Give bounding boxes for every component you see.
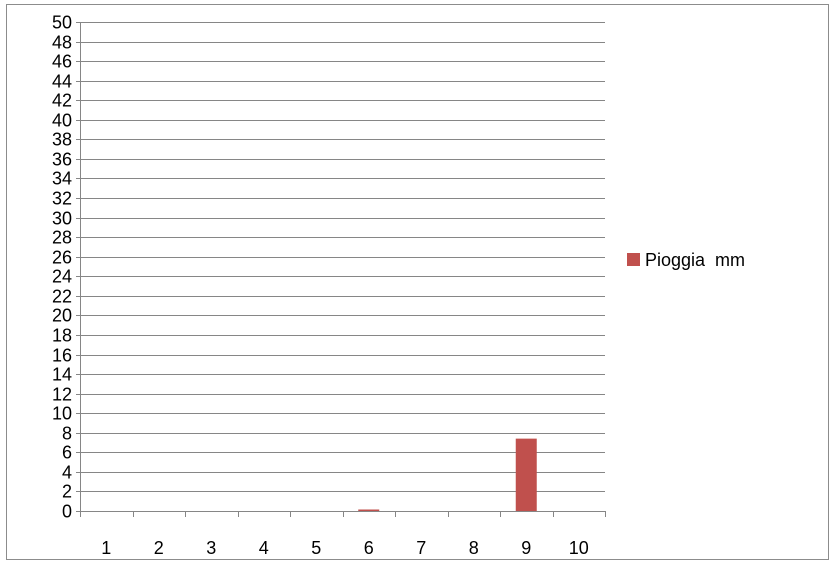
bars xyxy=(358,438,537,511)
x-tick-label-3: 3 xyxy=(206,538,216,558)
y-tick-label-38: 38 xyxy=(52,130,72,150)
y-tick-label-32: 32 xyxy=(52,189,72,209)
x-tick-label-10: 10 xyxy=(569,538,589,558)
x-tick-label-1: 1 xyxy=(101,538,111,558)
legend: Pioggia mm xyxy=(627,250,745,270)
x-tick-label-4: 4 xyxy=(259,538,269,558)
y-tick-label-2: 2 xyxy=(62,482,72,502)
y-tick-label-26: 26 xyxy=(52,248,72,268)
x-tick-label-9: 9 xyxy=(521,538,531,558)
y-tick-labels: 0246810121416182022242628303234363840424… xyxy=(52,13,72,522)
bar-6 xyxy=(358,509,380,511)
y-tick-label-0: 0 xyxy=(62,502,72,522)
x-tick-label-7: 7 xyxy=(416,538,426,558)
x-tick-label-2: 2 xyxy=(154,538,164,558)
y-tick-label-50: 50 xyxy=(52,13,72,33)
y-tick-label-42: 42 xyxy=(52,91,72,111)
y-tick-label-6: 6 xyxy=(62,443,72,463)
y-tick-label-48: 48 xyxy=(52,33,72,53)
y-tick-label-46: 46 xyxy=(52,52,72,72)
x-tick-label-6: 6 xyxy=(364,538,374,558)
axes xyxy=(76,22,606,517)
x-tick-labels: 1 2 3 4 5 6 7 8 9 10 xyxy=(101,538,589,558)
y-tick-label-28: 28 xyxy=(52,228,72,248)
bar-9 xyxy=(515,438,537,511)
y-tick-label-16: 16 xyxy=(52,346,72,366)
y-tick-label-12: 12 xyxy=(52,385,72,405)
x-tick-label-8: 8 xyxy=(469,538,479,558)
y-tick-label-10: 10 xyxy=(52,404,72,424)
y-tick-label-14: 14 xyxy=(52,365,72,385)
x-tick-label-5: 5 xyxy=(311,538,321,558)
y-tick-label-20: 20 xyxy=(52,306,72,326)
y-tick-label-44: 44 xyxy=(52,72,72,92)
gridlines xyxy=(76,22,605,492)
y-tick-label-30: 30 xyxy=(52,209,72,229)
y-tick-label-4: 4 xyxy=(62,463,72,483)
legend-label-pioggia: Pioggia mm xyxy=(645,250,745,270)
y-tick-label-34: 34 xyxy=(52,169,72,189)
legend-swatch xyxy=(627,253,640,266)
y-tick-label-8: 8 xyxy=(62,424,72,444)
y-tick-label-24: 24 xyxy=(52,267,72,287)
y-tick-label-36: 36 xyxy=(52,150,72,170)
chart-frame xyxy=(6,4,829,560)
y-tick-label-18: 18 xyxy=(52,326,72,346)
y-tick-label-22: 22 xyxy=(52,287,72,307)
y-tick-label-40: 40 xyxy=(52,111,72,131)
